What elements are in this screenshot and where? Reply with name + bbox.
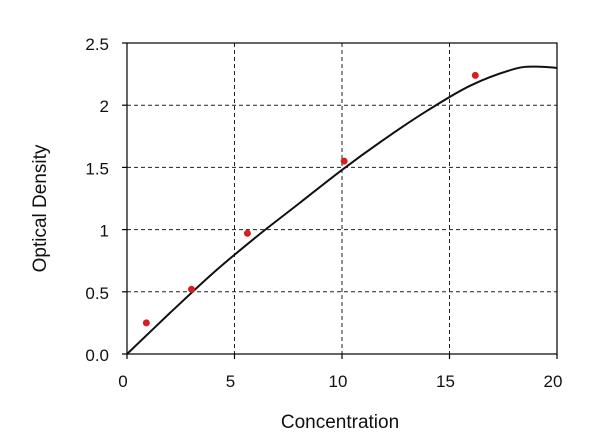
y-tick-label: 2.5 (85, 35, 109, 54)
y-axis-ticks: 0.0 0.5 1 1.5 2 2.5 (85, 35, 127, 365)
y-axis-title: Optical Density (30, 144, 51, 272)
fitted-curve-line (126, 65, 558, 355)
y-tick-label: 1.5 (85, 159, 109, 178)
x-tick-label: 10 (329, 372, 348, 391)
x-tick-label: 15 (436, 372, 455, 391)
x-axis-title: Concentration (281, 412, 399, 433)
x-axis-ticks: 0 5 10 15 20 (118, 354, 562, 391)
x-tick-label: 5 (226, 372, 235, 391)
y-tick-label: 0.5 (85, 284, 109, 303)
x-tick-label: 20 (544, 372, 563, 391)
data-point (142, 319, 150, 327)
y-tick-label: 1 (100, 222, 109, 241)
data-point (471, 71, 479, 79)
y-tick-label: 0.0 (85, 346, 109, 365)
data-point (188, 285, 195, 293)
y-tick-label: 2 (100, 97, 109, 116)
data-point (340, 157, 348, 165)
data-points (142, 71, 479, 327)
data-point (243, 229, 251, 237)
x-tick-label: 0 (118, 372, 127, 391)
grid-lines (127, 43, 557, 354)
